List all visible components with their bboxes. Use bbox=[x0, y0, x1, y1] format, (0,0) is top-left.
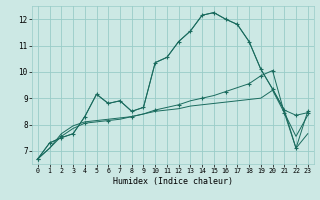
X-axis label: Humidex (Indice chaleur): Humidex (Indice chaleur) bbox=[113, 177, 233, 186]
